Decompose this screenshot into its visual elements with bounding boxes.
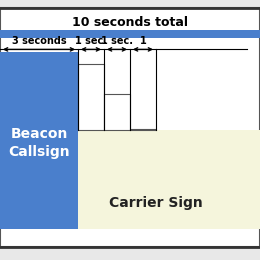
Text: 1 sec.: 1 sec. (75, 36, 107, 46)
Text: 3 seconds: 3 seconds (12, 36, 66, 46)
Bar (104, 94, 130, 130)
Text: 1: 1 (140, 36, 146, 46)
Bar (0, 52, 78, 229)
Text: 1 sec.: 1 sec. (101, 36, 133, 46)
Bar (130, 129, 156, 130)
Bar (0, 30, 260, 38)
Bar (78, 64, 104, 130)
Text: Beacon
Callsign: Beacon Callsign (8, 127, 70, 159)
Bar (78, 130, 260, 229)
Text: 10 seconds total: 10 seconds total (72, 16, 188, 29)
Text: Carrier Sign: Carrier Sign (109, 196, 203, 210)
